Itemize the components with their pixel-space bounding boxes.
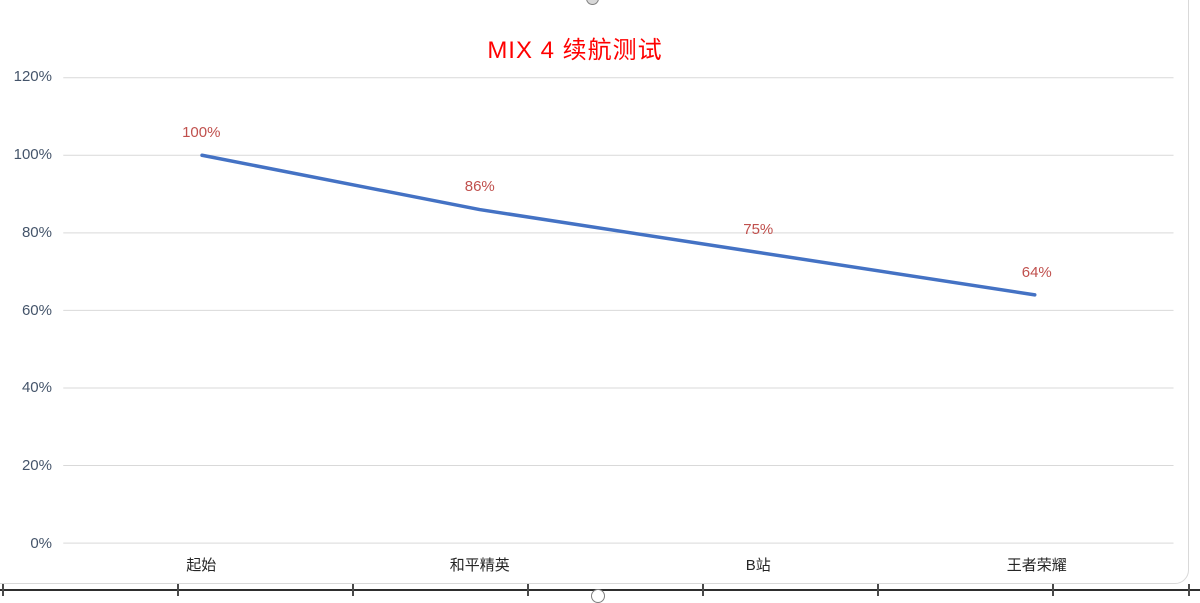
sheet-column-tick bbox=[527, 584, 529, 596]
sheet-column-tick bbox=[702, 584, 704, 596]
sheet-column-tick bbox=[877, 584, 879, 596]
x-axis-category-label: 和平精英 bbox=[449, 557, 510, 574]
x-axis-category-label: 起始 bbox=[186, 557, 217, 574]
data-label: 100% bbox=[182, 123, 221, 141]
y-axis-tick-label: 0% bbox=[30, 535, 52, 552]
series-line[interactable] bbox=[200, 153, 1037, 297]
x-axis-category-label: 王者荣耀 bbox=[1006, 557, 1067, 574]
y-axis-tick-label: 100% bbox=[13, 145, 52, 163]
data-label: 64% bbox=[1021, 263, 1052, 281]
chart-title: MIX 4 续航测试 bbox=[487, 37, 663, 64]
plot-area bbox=[63, 77, 1174, 544]
chart-object[interactable] bbox=[0, 0, 1189, 584]
sheet-column-tick bbox=[1052, 584, 1054, 596]
sheet-column-tick bbox=[177, 584, 179, 596]
data-label: 75% bbox=[743, 221, 774, 239]
y-axis-tick-label: 60% bbox=[21, 301, 52, 319]
sheet-column-tick bbox=[2, 584, 4, 596]
y-axis-tick-label: 80% bbox=[21, 223, 52, 241]
chart-resize-handle-bottom[interactable] bbox=[591, 589, 605, 603]
x-axis-category-label: B站 bbox=[745, 557, 771, 574]
sheet-column-tick bbox=[1188, 584, 1190, 596]
y-axis-tick-label: 40% bbox=[21, 379, 52, 397]
data-label: 86% bbox=[464, 178, 495, 196]
y-axis-tick-label: 20% bbox=[21, 457, 52, 475]
sheet-column-tick bbox=[352, 584, 354, 596]
y-axis-tick-label: 120% bbox=[13, 68, 52, 85]
